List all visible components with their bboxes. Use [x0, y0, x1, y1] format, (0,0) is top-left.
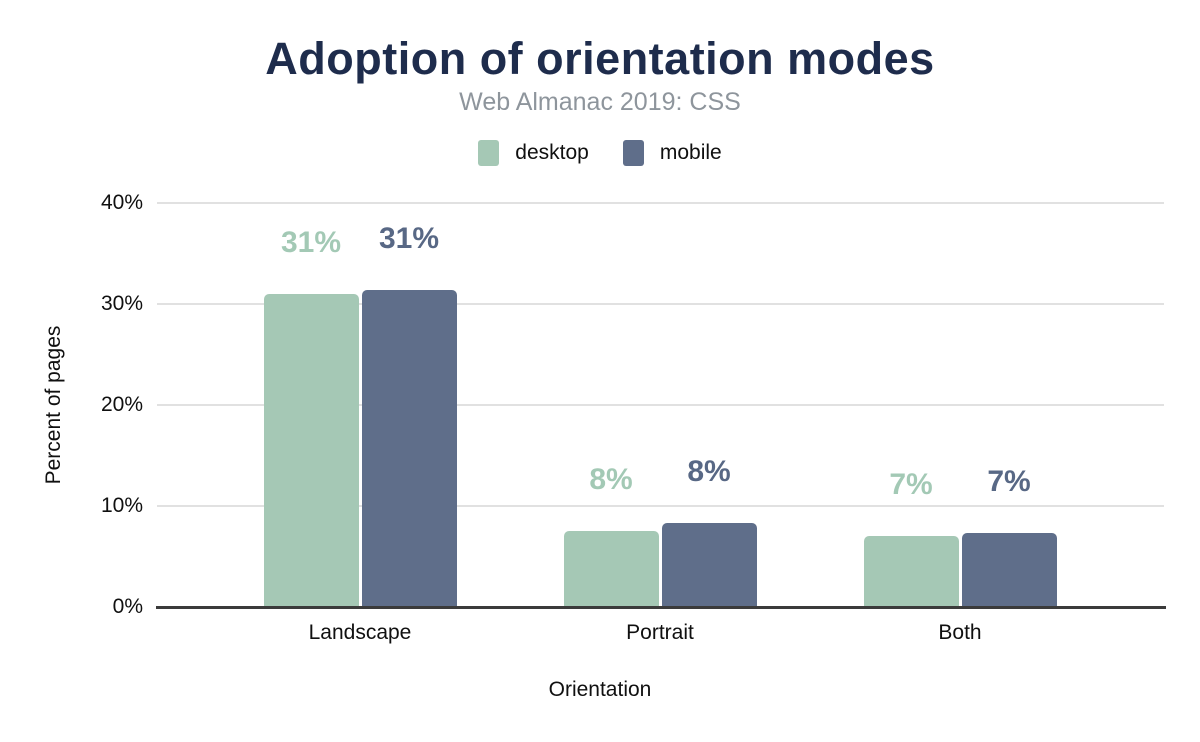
bar-desktop-both — [863, 536, 959, 607]
x-axis-title: Orientation — [548, 678, 652, 701]
legend-label-mobile: mobile — [659, 141, 722, 164]
y-tick-label: 30% — [100, 292, 143, 315]
desktop-series-swatch-icon — [478, 140, 500, 166]
y-tick-label: 10% — [100, 494, 143, 517]
y-tick-label: 0% — [112, 595, 143, 618]
x-axis-line — [156, 606, 1166, 609]
bar-value-mobile-both: 7% — [987, 465, 1031, 499]
gridline-10% — [157, 505, 1164, 507]
gridline-30% — [157, 303, 1164, 305]
bar-value-desktop-both: 7% — [889, 468, 933, 502]
bar-value-desktop-portrait: 8% — [589, 463, 633, 497]
mobile-series-swatch-icon — [622, 140, 644, 166]
gridline-40% — [157, 202, 1164, 204]
chart-subtitle: Web Almanac 2019: CSS — [459, 88, 741, 116]
bar-desktop-landscape — [263, 293, 359, 607]
chart-title: Adoption of orientation modes — [265, 33, 935, 84]
bar-value-desktop-landscape: 31% — [280, 225, 342, 259]
legend-label-desktop: desktop — [515, 141, 589, 164]
bar-mobile-both — [961, 533, 1057, 607]
gridline-20% — [157, 404, 1164, 406]
y-tick-label: 20% — [100, 393, 143, 416]
legend-item-mobile: mobile — [622, 140, 722, 166]
legend-item-desktop: desktop — [478, 140, 589, 166]
bar-desktop-portrait — [563, 531, 659, 607]
x-category-label-both: Both — [938, 621, 982, 644]
legend: desktop mobile — [0, 140, 1200, 166]
bar-value-mobile-landscape: 31% — [378, 221, 440, 255]
bar-value-mobile-portrait: 8% — [687, 455, 731, 489]
bar-mobile-portrait — [661, 523, 757, 607]
bar-mobile-landscape — [361, 289, 457, 607]
y-tick-label: 40% — [100, 191, 143, 214]
x-category-label-portrait: Portrait — [626, 621, 694, 644]
x-category-label-landscape: Landscape — [308, 621, 412, 644]
